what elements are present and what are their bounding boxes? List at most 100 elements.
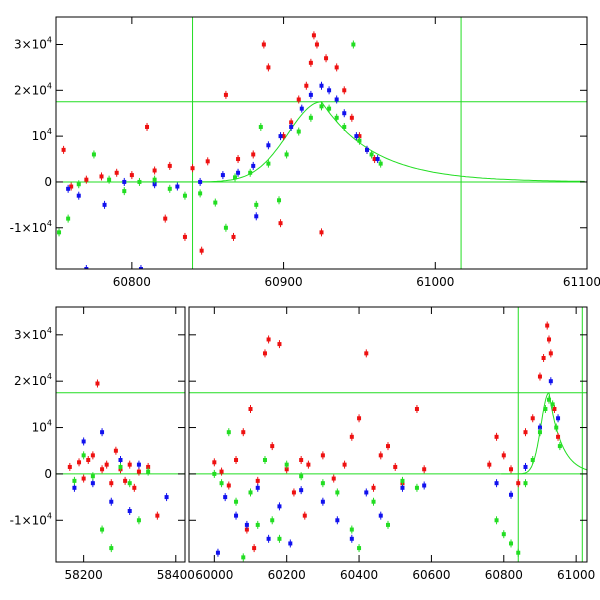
red-point-5 xyxy=(129,173,134,178)
blue-point-20 xyxy=(349,536,354,541)
blue-point-16 xyxy=(288,541,293,546)
ytick-exponent: 4 xyxy=(47,419,52,428)
red-point-3 xyxy=(86,458,91,462)
red-point-13 xyxy=(132,485,137,490)
blue-point-9 xyxy=(220,173,225,178)
red-point-6 xyxy=(145,124,150,129)
bottom-seg0-xtick-label-58200: 58200 xyxy=(65,568,103,582)
green-point-8 xyxy=(146,469,151,474)
red-point-33 xyxy=(163,216,168,221)
bottom-right-axis-frame xyxy=(188,306,588,563)
green-point-28 xyxy=(378,161,383,166)
red-point-1 xyxy=(69,184,74,189)
blue-point-17 xyxy=(319,83,324,88)
green-point-12 xyxy=(223,225,228,230)
red-point-32 xyxy=(372,157,377,162)
ytick-exponent: 4 xyxy=(47,81,52,90)
red-point-46 xyxy=(494,434,499,439)
blue-point-10 xyxy=(236,170,241,175)
blue-point-18 xyxy=(320,499,325,504)
blue-point-25 xyxy=(494,481,499,486)
bottom-ytick-label-10000: 104 xyxy=(32,419,52,435)
bottom-right-plot-area xyxy=(189,307,587,562)
bottom-seg1-xtick-label-60600: 60600 xyxy=(412,568,450,582)
red-point-1 xyxy=(77,460,82,465)
red-point-22 xyxy=(248,407,253,411)
blue-point-5 xyxy=(118,458,123,462)
green-point-2 xyxy=(76,182,81,187)
red-point-56 xyxy=(548,351,553,356)
red-point-37 xyxy=(364,351,369,356)
red-point-60 xyxy=(252,546,257,551)
green-point-21 xyxy=(320,481,325,486)
red-point-33 xyxy=(331,476,336,481)
green-point-29 xyxy=(494,518,499,523)
green-point-32 xyxy=(516,550,521,555)
red-point-25 xyxy=(319,230,324,235)
bottom-seg0-xtick-label-58400: 58400 xyxy=(157,568,195,582)
red-point-15 xyxy=(261,42,266,47)
green-point-26 xyxy=(386,522,390,527)
green-point-25 xyxy=(351,42,356,47)
blue-point-23 xyxy=(400,485,405,490)
red-point-2 xyxy=(84,177,89,182)
ytick-exponent: 4 xyxy=(47,326,52,335)
green-point-25 xyxy=(371,499,376,504)
bottom-x-tick-labels: 58200 58400 60000 60200 60400 60600 60800 61000 xyxy=(65,568,596,582)
red-point-16 xyxy=(266,65,271,70)
red-point-26 xyxy=(270,444,275,449)
blue-point-7 xyxy=(136,462,141,467)
ytick-mantissa: 3×10 xyxy=(14,37,47,51)
bottom-ytick-label-0: 0 xyxy=(44,467,52,481)
blue-point-12 xyxy=(244,522,249,527)
bottom-ytick-label-20000: 2×104 xyxy=(14,372,52,388)
top-plot-area xyxy=(56,17,587,269)
green-point-27 xyxy=(400,478,405,483)
red-point-51 xyxy=(530,416,535,421)
green-point-23 xyxy=(349,527,354,532)
blue-point-1 xyxy=(81,439,86,444)
red-point-12 xyxy=(223,92,228,97)
green-point-1 xyxy=(81,453,86,458)
blue-point-20 xyxy=(342,111,347,116)
red-point-36 xyxy=(357,416,362,421)
top-axis-frame xyxy=(55,16,588,270)
green-point-0 xyxy=(72,478,77,483)
red-point-6 xyxy=(100,467,105,472)
red-point-27 xyxy=(334,65,339,70)
blue-point-0 xyxy=(66,186,71,191)
blue-point-13 xyxy=(278,134,283,139)
green-point-7 xyxy=(152,177,157,182)
top-ytick-label-0: 0 xyxy=(44,175,52,189)
bottom-ticks xyxy=(56,307,587,562)
red-point-9 xyxy=(182,234,187,239)
bottom-seg1-xtick-label-60400: 60400 xyxy=(340,568,378,582)
red-point-23 xyxy=(311,33,316,38)
red-point-30 xyxy=(299,458,304,462)
red-point-24 xyxy=(262,351,267,356)
green-point-10 xyxy=(198,191,203,196)
red-point-14 xyxy=(251,152,256,157)
green-point-33 xyxy=(523,481,528,486)
red-point-15 xyxy=(146,464,151,469)
ytick-exponent: 4 xyxy=(47,372,52,381)
green-point-6 xyxy=(127,481,132,486)
blue-point-4 xyxy=(109,499,114,504)
blue-point-2 xyxy=(90,481,95,486)
red-point-21 xyxy=(241,430,246,435)
red-point-25 xyxy=(266,337,271,342)
green-point-17 xyxy=(270,518,275,523)
blue-point-2 xyxy=(84,267,89,269)
green-point-23 xyxy=(334,115,339,120)
red-point-61 xyxy=(302,513,307,518)
red-point-28 xyxy=(342,88,347,93)
green-point-13 xyxy=(241,555,246,560)
green-point-16 xyxy=(262,458,267,462)
green-point-34 xyxy=(530,458,535,462)
red-point-29 xyxy=(349,115,354,120)
top-ytick-label--10000: -1×104 xyxy=(10,219,52,235)
top-xtick-label-60800: 60800 xyxy=(113,275,151,289)
green-point-3 xyxy=(91,152,96,157)
red-point-11 xyxy=(123,478,128,483)
